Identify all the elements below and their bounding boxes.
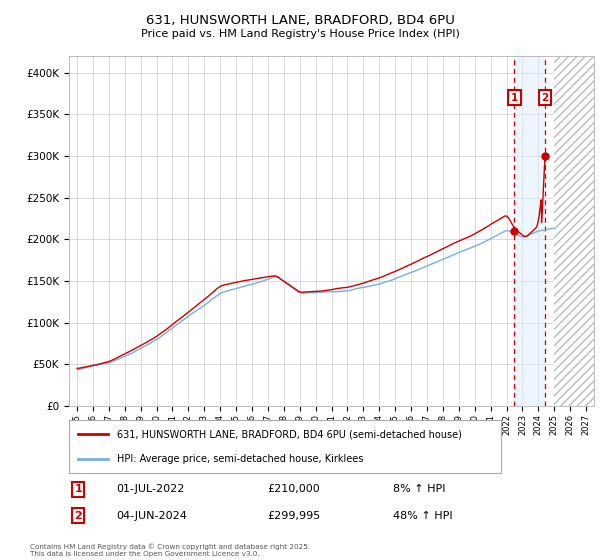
- Bar: [554, 56, 594, 406]
- Text: Contains HM Land Registry data © Crown copyright and database right 2025.
This d: Contains HM Land Registry data © Crown c…: [30, 544, 310, 557]
- Text: 2: 2: [541, 92, 548, 102]
- Text: 1: 1: [511, 92, 518, 102]
- Text: 2: 2: [74, 511, 82, 521]
- Text: 1: 1: [74, 484, 82, 494]
- Text: Price paid vs. HM Land Registry's House Price Index (HPI): Price paid vs. HM Land Registry's House …: [140, 29, 460, 39]
- Text: 631, HUNSWORTH LANE, BRADFORD, BD4 6PU (semi-detached house): 631, HUNSWORTH LANE, BRADFORD, BD4 6PU (…: [116, 430, 461, 440]
- Text: £299,995: £299,995: [268, 511, 320, 521]
- Text: 631, HUNSWORTH LANE, BRADFORD, BD4 6PU: 631, HUNSWORTH LANE, BRADFORD, BD4 6PU: [146, 14, 454, 27]
- Text: HPI: Average price, semi-detached house, Kirklees: HPI: Average price, semi-detached house,…: [116, 454, 363, 464]
- Text: £210,000: £210,000: [268, 484, 320, 494]
- Bar: [514, 56, 545, 406]
- Text: 8% ↑ HPI: 8% ↑ HPI: [392, 484, 445, 494]
- Text: 48% ↑ HPI: 48% ↑ HPI: [392, 511, 452, 521]
- Text: 01-JUL-2022: 01-JUL-2022: [116, 484, 184, 494]
- Text: 04-JUN-2024: 04-JUN-2024: [116, 511, 187, 521]
